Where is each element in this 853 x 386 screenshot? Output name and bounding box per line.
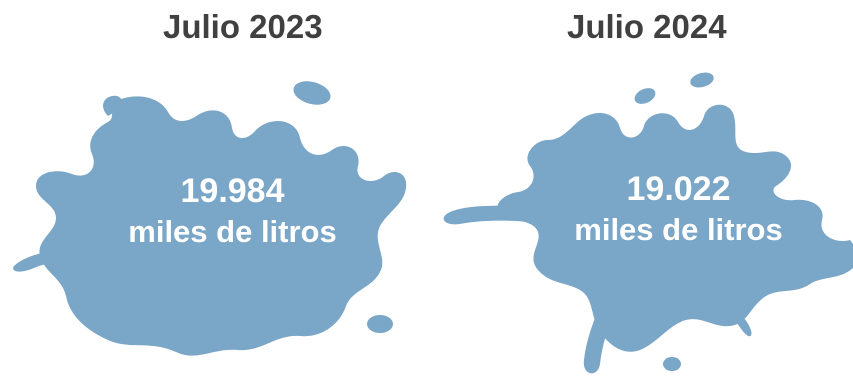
value-number: 19.984 xyxy=(180,172,285,210)
value-block: 19.984 miles de litros xyxy=(100,170,365,251)
value-unit: miles de litros xyxy=(128,213,337,249)
value-block: 19.022 miles de litros xyxy=(546,168,811,249)
panel-july-2023: Julio 2023 19.984 miles de litros xyxy=(13,8,407,356)
water-splash-icon xyxy=(443,72,853,374)
value-number: 19.022 xyxy=(626,170,731,208)
water-splash-icon xyxy=(13,81,407,356)
panel-july-2024: Julio 2024 19.022 miles de litros xyxy=(430,0,853,386)
value-unit: miles de litros xyxy=(574,211,783,247)
panel-title: Julio 2023 xyxy=(163,8,323,45)
panel-title: Julio 2024 xyxy=(567,8,727,45)
